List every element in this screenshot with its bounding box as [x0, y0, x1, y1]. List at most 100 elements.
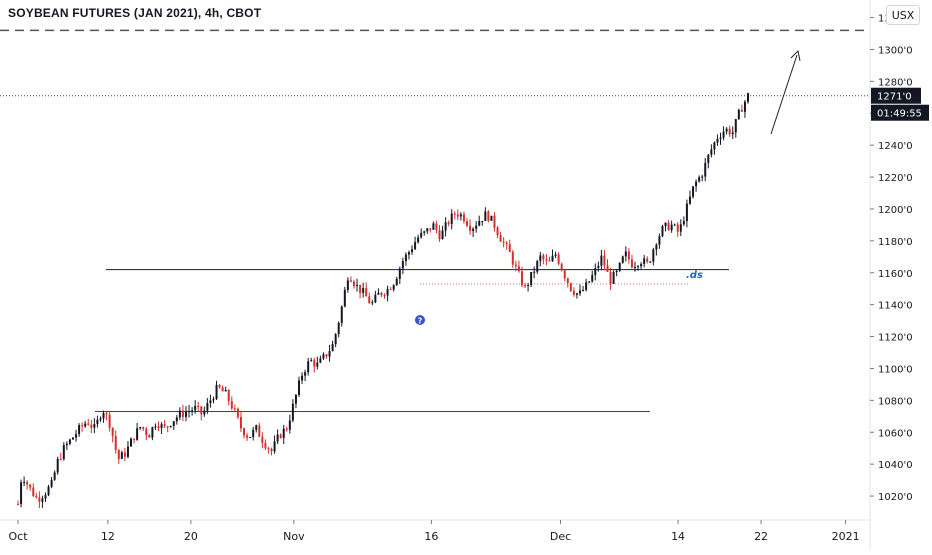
y-tick-label: 1040'0 [878, 460, 913, 471]
candle-body [493, 215, 496, 228]
candle-body [679, 224, 682, 232]
last-price-value: 1271'0 [877, 92, 912, 103]
grid [0, 0, 871, 550]
candle-body [160, 424, 163, 429]
candle-body [484, 211, 487, 221]
candle-body [325, 354, 328, 357]
candle-body [212, 399, 215, 401]
candle-body [319, 358, 322, 363]
candle-body [227, 389, 230, 402]
candle-body [475, 225, 478, 229]
candle-body [640, 264, 643, 267]
candle-body [728, 128, 731, 135]
candle-body [371, 302, 374, 304]
candle-body [740, 109, 743, 112]
candle-body [264, 442, 267, 449]
candle-body [17, 504, 19, 506]
candle-body [383, 294, 386, 296]
candle-body [710, 149, 713, 155]
candle-body [343, 289, 346, 307]
candle-body [181, 410, 184, 417]
candle-body [294, 394, 297, 404]
candle-body [75, 434, 78, 438]
event-marker [415, 315, 425, 325]
candle-body [230, 401, 233, 409]
candle-body [322, 354, 325, 359]
candle-body [200, 406, 203, 415]
candle-body [432, 223, 435, 230]
candle-body [609, 271, 612, 284]
candle-body [630, 259, 633, 268]
candle-body [545, 259, 548, 261]
candle-body [310, 360, 313, 362]
candle-body [93, 424, 96, 428]
candle-body [618, 262, 621, 271]
last-price-tag [871, 87, 921, 104]
arrow-head [790, 49, 801, 62]
candle-body [249, 436, 252, 438]
candle-body [539, 255, 542, 262]
candle-body [417, 237, 420, 243]
candle-body [316, 362, 319, 367]
candle-body [291, 403, 294, 421]
candle-body [380, 292, 383, 295]
event-marker-label: ? [418, 317, 423, 326]
candle-body [349, 280, 352, 282]
x-tick-label: 16 [424, 530, 438, 543]
candle-body [267, 448, 270, 450]
candle-body [643, 258, 646, 265]
candle-body [285, 428, 288, 430]
candle-body [407, 252, 410, 255]
candle-body [44, 495, 47, 499]
candle-body [59, 458, 62, 460]
candle-body [575, 293, 578, 295]
candle-body [197, 405, 200, 407]
candle-body [743, 101, 746, 112]
candle-body [246, 435, 249, 438]
candle-body [435, 223, 438, 231]
candle-body [166, 426, 169, 428]
candle-body [239, 417, 242, 429]
currency-button[interactable]: USX [886, 5, 920, 25]
candle-body [426, 228, 429, 232]
candle-body [429, 228, 432, 230]
candle-body [23, 481, 26, 483]
candle-body [615, 270, 618, 273]
candle-body [624, 251, 627, 257]
candle-body [688, 196, 691, 204]
candle-body [542, 255, 545, 260]
candle-body [172, 421, 175, 427]
candle-body [517, 266, 520, 272]
candle-body [47, 486, 50, 496]
candle-body [218, 384, 221, 388]
candle-body [261, 436, 264, 443]
candle-body [692, 186, 695, 197]
candle-body [117, 449, 120, 459]
candle-body [133, 438, 136, 440]
candle-body [304, 372, 307, 376]
candle-body [737, 109, 740, 120]
candle-body [496, 227, 499, 236]
candle-body [362, 288, 365, 293]
candle-body [652, 249, 655, 262]
candle-body [142, 427, 145, 429]
candle-body [395, 278, 398, 286]
candle-body [340, 306, 343, 323]
candle-body [670, 224, 673, 231]
candle-body [673, 224, 676, 226]
candle-body [713, 142, 716, 150]
candle-body [499, 235, 502, 242]
candle-body [359, 284, 362, 293]
candle-body [536, 261, 539, 272]
candle-body [151, 427, 154, 438]
candle-body [627, 251, 630, 260]
candle-body [591, 274, 594, 282]
candle-body [572, 290, 575, 295]
candle-body [603, 255, 606, 266]
candle-body [84, 423, 87, 427]
candle-body [450, 213, 453, 224]
candle-body [221, 387, 224, 392]
candle-body [273, 441, 276, 452]
candle-body [130, 438, 133, 447]
